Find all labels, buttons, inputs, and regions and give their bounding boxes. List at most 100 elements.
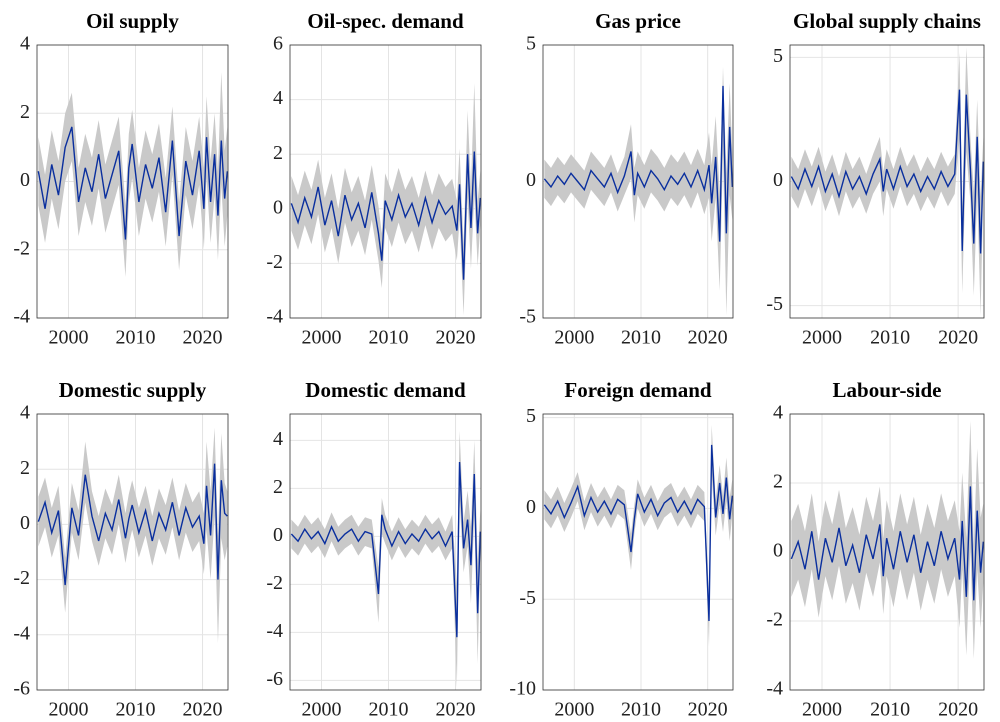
y-tick-label: -5: [519, 587, 536, 609]
series-line: [290, 151, 482, 280]
y-tick-label: 6: [273, 33, 283, 55]
panel: -4 -2 0 2 4 6 2000 2010 2020 Oil-spec. demand: [266, 9, 482, 349]
axes-frame: [542, 413, 734, 691]
axes-frame: [789, 44, 985, 319]
axes-frame: [789, 413, 985, 691]
y-tick-label: 0: [773, 169, 783, 191]
y-tick-label: 2: [273, 142, 283, 164]
y-tick-label: 4: [20, 33, 30, 55]
y-tick-label: -4: [266, 306, 283, 328]
y-tick-label: 0: [273, 196, 283, 218]
panel: -6 -4 -2 0 2 4 2000 2010 2020 Domestic demand: [266, 378, 482, 721]
panel: -6 -4 -2 0 2 4 2000 2010 2020 Domestic supply: [13, 378, 229, 721]
plot-area: [543, 414, 733, 690]
confidence-band: [38, 427, 228, 644]
x-tick-label: 2020: [938, 327, 978, 349]
x-tick-label: 2000: [301, 327, 341, 349]
y-tick-label: 0: [20, 512, 30, 534]
y-tick-label: -2: [13, 567, 30, 589]
y-tick-label: 2: [273, 476, 283, 498]
panel-title: Domestic supply: [59, 378, 207, 402]
panel-title: Global supply chains: [793, 9, 981, 33]
x-tick-label: 2000: [48, 699, 88, 721]
x-tick-label: 2010: [369, 327, 409, 349]
x-tick-label: 2020: [436, 699, 476, 721]
y-tick-label: -10: [509, 678, 536, 700]
y-tick-label: 4: [273, 428, 283, 450]
y-tick-label: 4: [20, 402, 30, 424]
axes-frame: [36, 413, 229, 691]
y-tick-label: 0: [526, 496, 536, 518]
x-tick-label: 2000: [48, 327, 88, 349]
y-tick-label: 2: [20, 101, 30, 123]
x-tick-label: 2000: [301, 699, 341, 721]
y-tick-label: -2: [766, 609, 783, 631]
y-tick-label: -2: [13, 237, 30, 259]
y-tick-label: -5: [519, 306, 536, 328]
y-tick-label: 0: [526, 169, 536, 191]
axes-frame: [289, 44, 482, 319]
y-tick-label: 0: [773, 540, 783, 562]
y-tick-label: 4: [273, 87, 283, 109]
panel-title: Oil supply: [86, 9, 179, 33]
panel-title: Foreign demand: [564, 378, 712, 402]
panel: -10 -5 0 5 2000 2010 2020 Foreign demand: [509, 378, 734, 721]
axes-frame: [542, 44, 734, 319]
series-line: [37, 463, 228, 586]
y-tick-label: -4: [266, 620, 283, 642]
y-tick-label: -2: [266, 572, 283, 594]
x-tick-label: 2010: [116, 699, 156, 721]
panel: -5 0 5 2000 2010 2020 Global supply chains: [766, 9, 985, 349]
x-tick-label: 2000: [554, 327, 594, 349]
y-tick-label: 0: [273, 524, 283, 546]
y-tick-label: -4: [766, 678, 783, 700]
y-tick-label: 0: [20, 169, 30, 191]
series-line: [790, 486, 985, 601]
x-tick-label: 2010: [870, 699, 910, 721]
y-tick-label: 5: [773, 45, 783, 67]
y-tick-label: 2: [20, 457, 30, 479]
y-tick-label: -4: [13, 306, 30, 328]
axes-frame: [289, 413, 482, 691]
series-line: [37, 126, 229, 240]
x-tick-label: 2000: [802, 699, 842, 721]
y-tick-label: -4: [13, 622, 30, 644]
y-tick-label: 5: [526, 33, 536, 55]
series-line: [290, 461, 482, 638]
panel-title: Labour-side: [833, 378, 942, 402]
y-tick-label: -6: [266, 668, 283, 690]
x-tick-label: 2020: [183, 327, 223, 349]
x-tick-label: 2000: [802, 327, 842, 349]
panel: -4 -2 0 2 4 2000 2010 2020 Oil supply: [13, 9, 229, 349]
y-tick-label: -5: [766, 293, 783, 315]
y-tick-label: 4: [773, 402, 783, 424]
y-tick-label: 2: [773, 471, 783, 493]
panel-title: Oil-spec. demand: [307, 9, 464, 33]
series-line: [790, 89, 985, 254]
panel-title: Gas price: [595, 9, 681, 33]
x-tick-label: 2010: [621, 699, 661, 721]
confidence-band: [544, 66, 733, 316]
x-tick-label: 2010: [621, 327, 661, 349]
x-tick-label: 2020: [688, 699, 728, 721]
x-tick-label: 2020: [938, 699, 978, 721]
x-tick-label: 2010: [116, 327, 156, 349]
x-tick-label: 2010: [369, 699, 409, 721]
x-tick-label: 2010: [870, 327, 910, 349]
x-tick-label: 2020: [183, 699, 223, 721]
y-tick-label: 5: [526, 405, 536, 427]
panel: -5 0 5 2000 2010 2020 Gas price: [519, 9, 734, 349]
series-line: [543, 85, 734, 242]
confidence-band: [291, 83, 481, 316]
x-tick-label: 2020: [688, 327, 728, 349]
y-tick-label: -6: [13, 678, 30, 700]
panel-title: Domestic demand: [305, 378, 466, 402]
x-tick-label: 2020: [436, 327, 476, 349]
panel: -4 -2 0 2 4 2000 2010 2020 Labour-side: [766, 378, 985, 721]
y-tick-label: -2: [266, 251, 283, 273]
x-tick-label: 2000: [554, 699, 594, 721]
confidence-band: [791, 47, 984, 316]
axes-frame: [36, 44, 229, 319]
series-line: [543, 444, 734, 622]
